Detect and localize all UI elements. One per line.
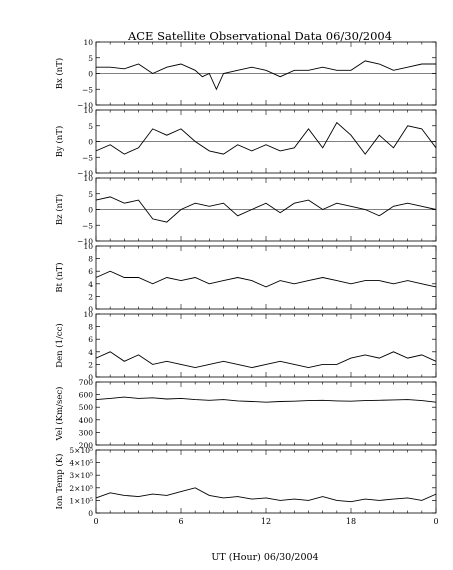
panel-frame [95,313,437,378]
y-tick-label: 5 [88,54,93,63]
y-tick-label: 6 [88,267,93,276]
panel-frame [95,245,437,310]
y-tick-label: −10 [77,237,93,246]
y-axis-label: Bt (nT) [54,262,65,292]
y-tick-label: 600 [79,391,94,400]
y-tick-label: 2 [88,292,93,301]
y-tick-label: 0 [88,373,93,382]
y-tick-label: 10 [83,38,93,47]
chart-title: ACE Satellite Observational Data 06/30/2… [127,29,392,43]
x-tick-label: 6 [178,517,183,526]
y-tick-label: 8 [88,255,93,264]
series-line [95,351,437,369]
y-tick-label: 4×10⁵ [69,459,93,468]
y-tick-label: 4 [88,348,93,357]
y-tick-label: 0 [88,138,93,147]
y-tick-label: 5 [88,122,93,131]
x-tick-label: 0 [433,517,438,526]
y-tick-label: 0 [88,305,93,314]
y-tick-label: 0 [88,509,93,518]
y-tick-label: 10 [83,242,93,251]
y-tick-label: 5×10⁵ [69,446,93,455]
y-axis-label: By (nT) [54,126,65,158]
y-tick-label: 1×10⁵ [69,496,93,505]
y-tick-label: 2×10⁵ [69,484,93,493]
y-tick-label: 8 [88,323,93,332]
series-line [95,396,437,403]
y-tick-label: −10 [77,169,93,178]
series-line [95,270,437,288]
y-axis-label: Bx (nT) [54,58,65,90]
y-tick-label: 700 [79,378,94,387]
series-line [96,60,436,91]
y-tick-label: 500 [79,403,94,412]
series-line [95,121,437,155]
y-tick-label: −5 [82,221,93,230]
y-tick-label: 6 [88,335,93,344]
y-tick-label: 200 [79,441,94,450]
panel-frame [95,381,437,446]
y-tick-label: 300 [79,428,94,437]
y-tick-label: 5 [88,190,93,199]
panels: 10 5 0 −5 −10 Bx (nT) 10 5 0 −5 −10 By (nT) 10 5 0 −5 −1… [54,38,439,526]
y-tick-label: 2 [88,360,93,369]
y-axis-label: Bz (nT) [54,194,65,225]
y-axis-label: Ion Temp (K) [54,454,65,510]
series-line [95,196,437,223]
y-tick-label: 400 [79,416,94,425]
y-tick-label: −5 [82,153,93,162]
x-tick-label: 0 [93,517,98,526]
y-tick-label: 10 [83,106,93,115]
y-tick-label: 10 [83,310,93,319]
y-axis-label: Den (1/cc) [54,323,65,367]
panel-frame [95,449,437,514]
y-tick-label: 0 [88,206,93,215]
y-tick-label: 10 [83,174,93,183]
y-tick-label: −5 [82,85,93,94]
series-line [95,487,437,503]
y-tick-label: 3×10⁵ [69,471,93,480]
x-axis-label: UT (Hour) 06/30/2004 [211,552,318,563]
y-tick-label: −10 [77,101,93,110]
y-tick-label: 0 [88,70,93,79]
x-tick-label: 18 [346,517,356,526]
x-tick-label: 12 [261,517,271,526]
y-tick-label: 4 [88,280,93,289]
y-axis-label: Vel (Km/sec) [54,387,65,442]
